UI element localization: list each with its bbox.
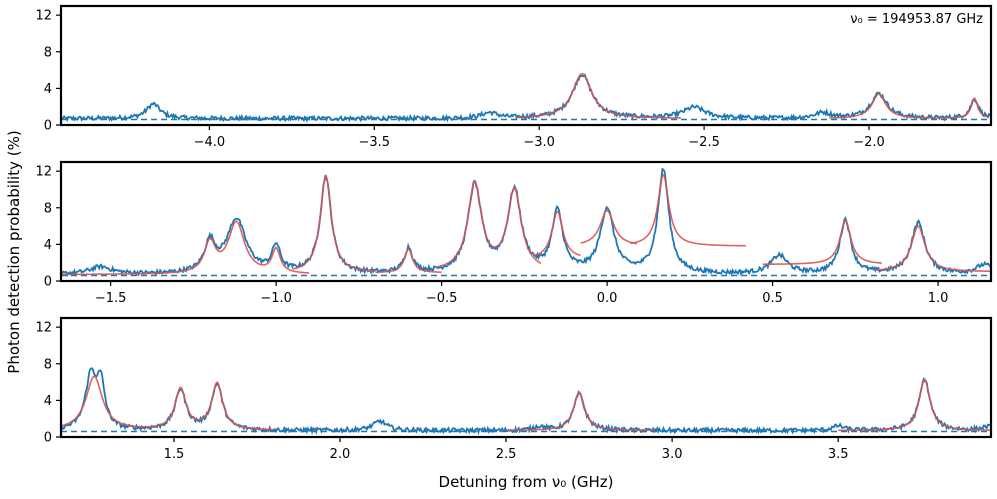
x-tick-label-1-1: −3.5 [359, 135, 391, 150]
data-trace-1 [61, 73, 991, 123]
x-tick-label-2-2: −0.5 [426, 291, 458, 306]
fit-curve-2-8 [762, 219, 882, 266]
nu0-annotation: ν₀ = 194953.87 GHz [850, 12, 983, 27]
y-tick-label-1-1: 4 [44, 82, 52, 97]
data-trace-3 [61, 367, 991, 436]
fit-curve-2-5 [534, 210, 581, 257]
y-tick-label-2-3: 12 [35, 165, 52, 180]
y-tick-label-2-0: 0 [44, 275, 52, 290]
y-tick-label-3-0: 0 [44, 431, 52, 446]
fit-curve-2-9 [875, 225, 991, 273]
fit-curve-2-1 [61, 220, 310, 276]
panel-3: 0 4 8 12 1.5 2.0 2.5 3.0 3.5 [35, 316, 993, 462]
data-trace-2 [61, 167, 991, 278]
fit-curve-2-3 [375, 248, 442, 274]
y-tick-label-2-1: 4 [44, 238, 52, 253]
y-tick-label-1-2: 8 [44, 45, 52, 60]
x-tick-label-3-4: 3.5 [828, 447, 849, 462]
fit-curve-3-3 [838, 378, 991, 432]
y-tick-label-1-0: 0 [44, 119, 52, 134]
y-tick-label-3-3: 12 [35, 321, 52, 336]
x-tick-label-1-3: −2.5 [688, 135, 720, 150]
axes-frame-3 [59, 316, 993, 439]
x-tick-label-2-0: −1.5 [95, 291, 127, 306]
x-tick-label-2-1: −1.0 [260, 291, 292, 306]
fit-curve-2-7 [630, 173, 747, 247]
x-tick-label-1-0: −4.0 [194, 135, 226, 150]
x-tick-label-1-2: −3.0 [523, 135, 555, 150]
fit-curve-1-2 [829, 93, 988, 119]
y-tick-label-3-1: 4 [44, 394, 52, 409]
x-tick-label-2-5: 1.0 [928, 291, 949, 306]
panel-1: 0 4 8 12 −4.0 −3.5 −3.0 −2.5 −2.0 ν₀ = 194953.87 … [35, 4, 993, 150]
y-tick-label-1-3: 12 [35, 9, 52, 24]
x-tick-label-2-4: 0.5 [762, 291, 783, 306]
y-tick-label-3-2: 8 [44, 357, 52, 372]
x-tick-label-3-2: 2.5 [496, 447, 517, 462]
y-axis-label: Photon detection probability (%) [5, 130, 23, 373]
x-tick-label-2-3: 0.0 [597, 291, 618, 306]
fit-curve-3-1 [61, 375, 274, 431]
x-tick-label-3-0: 1.5 [164, 447, 185, 462]
fit-curve-2-2 [292, 174, 376, 272]
fit-curve-2-6 [580, 209, 638, 245]
fit-curve-2-4 [434, 180, 542, 269]
fit-curve-1-1 [516, 72, 682, 119]
fit-curve-3-2 [506, 391, 656, 432]
x-tick-label-3-1: 2.0 [330, 447, 351, 462]
x-tick-label-3-3: 3.0 [662, 447, 683, 462]
axes-frame-1 [59, 4, 993, 127]
x-axis-label: Detuning from ν₀ (GHz) [439, 473, 614, 491]
panel-2: 0 4 8 12 −1.5 −1.0 −0.5 0.0 0.5 1.0 [35, 160, 993, 306]
x-tick-label-1-4: −2.0 [853, 135, 885, 150]
y-tick-label-2-2: 8 [44, 201, 52, 216]
axes-frame-2 [59, 160, 993, 283]
